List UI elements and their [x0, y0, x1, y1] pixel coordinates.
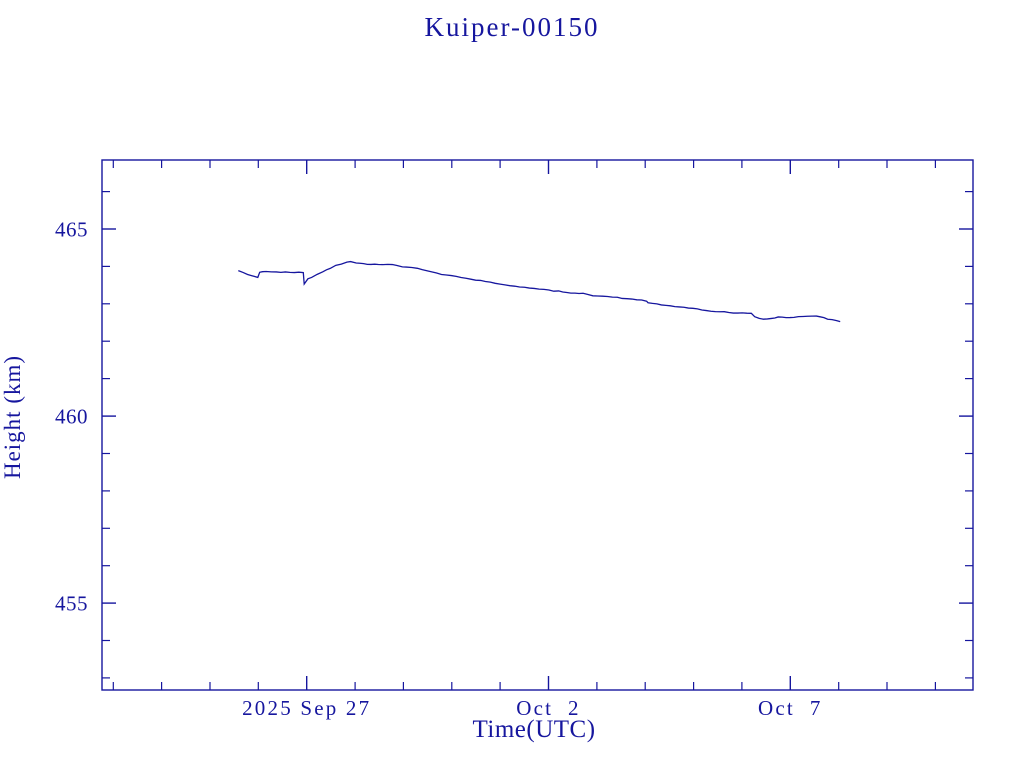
svg-text:455: 455	[55, 592, 88, 616]
svg-text:465: 465	[55, 218, 88, 242]
svg-text:Kuiper-00150: Kuiper-00150	[425, 12, 600, 42]
svg-text:460: 460	[55, 405, 88, 429]
svg-text:Time(UTC): Time(UTC)	[472, 716, 595, 743]
svg-text:2025 Sep 27: 2025 Sep 27	[242, 696, 371, 720]
svg-text:Height (km): Height (km)	[0, 355, 25, 479]
svg-text:Oct 7: Oct 7	[758, 696, 823, 720]
svg-text:Oct 2: Oct 2	[516, 696, 581, 720]
